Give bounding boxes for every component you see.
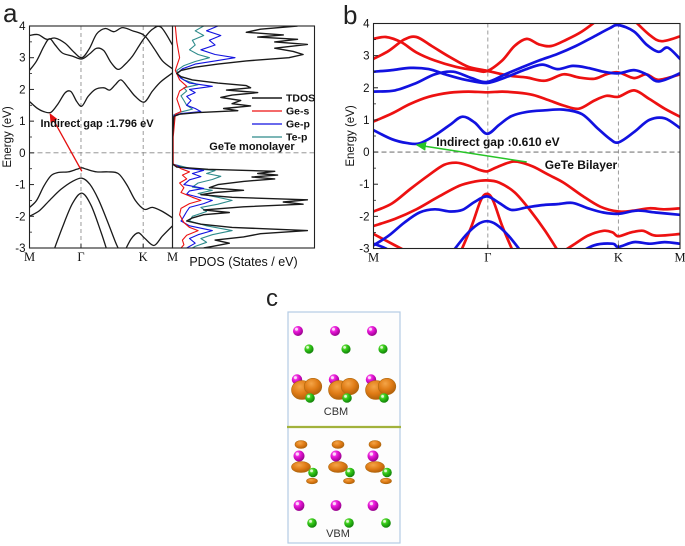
svg-text:-1: -1 — [359, 179, 369, 191]
svg-text:-2: -2 — [359, 211, 369, 223]
svg-text:Γ: Γ — [484, 251, 491, 265]
svg-text:-3: -3 — [15, 243, 25, 255]
gridlines-a — [29, 26, 315, 248]
panel-label-b: b — [343, 0, 357, 30]
svg-text:K: K — [614, 251, 623, 265]
svg-text:-3: -3 — [359, 244, 369, 256]
panel-label-a: a — [3, 0, 18, 28]
svg-text:M: M — [368, 251, 379, 265]
svg-text:-1: -1 — [15, 180, 25, 192]
a-indirect-gap-annotation: Indirect gap :1.796 eV — [40, 118, 154, 130]
svg-text:1: 1 — [19, 116, 25, 128]
gap-arrow-a — [49, 113, 83, 172]
svg-text:-2: -2 — [15, 211, 25, 223]
svg-text:TDOS: TDOS — [286, 93, 315, 105]
pdos-curves-a — [172, 26, 309, 248]
a-energy-axis-label: Energy (eV) — [2, 106, 14, 168]
svg-text:3: 3 — [19, 53, 25, 65]
b-energy-axis-label: Energy (eV) — [345, 105, 357, 167]
svg-text:M: M — [167, 250, 178, 264]
svg-text:2: 2 — [363, 83, 369, 95]
svg-text:K: K — [139, 250, 148, 264]
cbm-label: CBM — [324, 406, 348, 418]
panel-label-c: c — [266, 285, 278, 312]
vbm-label: VBM — [326, 528, 350, 540]
band-curves-a — [29, 26, 173, 248]
svg-text:4: 4 — [19, 21, 26, 33]
svg-text:Γ: Γ — [77, 250, 84, 264]
svg-text:2: 2 — [19, 84, 25, 96]
charge-density-structures — [287, 311, 401, 544]
svg-text:4: 4 — [363, 19, 370, 31]
svg-text:0: 0 — [19, 148, 25, 160]
svg-text:M: M — [674, 251, 685, 265]
svg-text:M: M — [24, 250, 35, 264]
a-pdos-axis-title: PDOS (States / eV) — [189, 255, 297, 269]
b-indirect-gap-annotation: Indirect gap :0.610 eV — [436, 135, 559, 149]
svg-text:0: 0 — [363, 147, 369, 159]
gap-arrow-b — [415, 141, 527, 163]
svg-text:Ge-s: Ge-s — [286, 106, 310, 118]
svg-text:1: 1 — [363, 115, 369, 127]
svg-text:3: 3 — [363, 51, 369, 63]
svg-text:Te-p: Te-p — [286, 132, 307, 144]
b-system-label: GeTe Bilayer — [545, 158, 618, 172]
gridlines-b — [373, 23, 680, 249]
band-curves-b — [373, 23, 680, 249]
a-system-label: GeTe monolayer — [209, 141, 295, 153]
svg-text:Ge-p: Ge-p — [286, 119, 310, 131]
